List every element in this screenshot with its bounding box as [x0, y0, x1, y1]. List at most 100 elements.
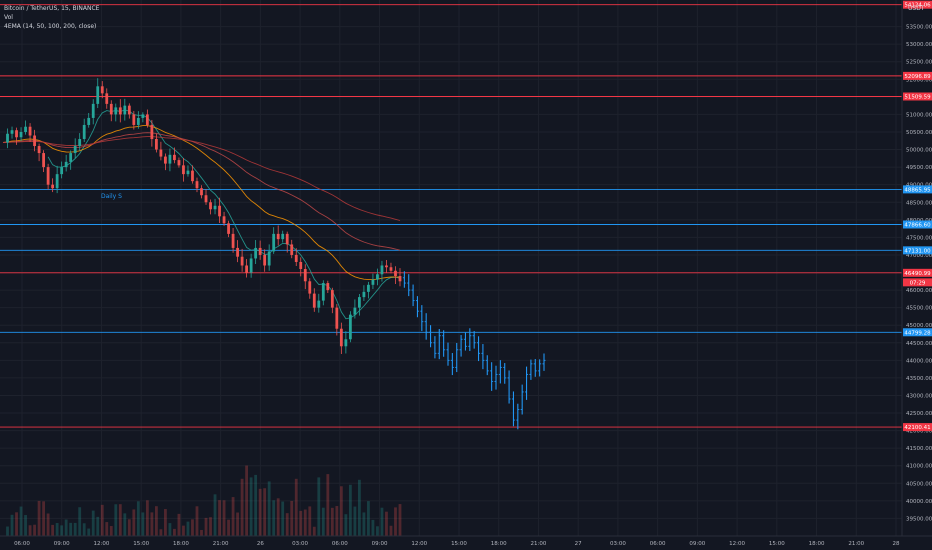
- volume-bar: [82, 523, 86, 536]
- volume-bar: [308, 506, 312, 536]
- ema-line-200: [2, 136, 401, 221]
- volume-bar: [159, 529, 163, 536]
- candle-body: [182, 165, 185, 175]
- candle-body: [263, 254, 267, 266]
- price-tick-label: 42000.00: [906, 429, 932, 435]
- candle-body: [33, 135, 36, 147]
- level-label-box: [903, 328, 932, 337]
- volume-bar: [19, 506, 23, 536]
- volume-bar: [87, 528, 91, 536]
- candle-body: [339, 328, 343, 347]
- level-label-box: [903, 268, 932, 277]
- candle-body: [100, 86, 104, 94]
- volume-bar: [100, 504, 104, 536]
- volume-bar: [254, 474, 258, 536]
- volume-bar: [209, 517, 212, 536]
- volume-bar: [191, 519, 194, 536]
- ema-line-100: [2, 132, 401, 251]
- current-price-label: 07:29: [910, 280, 926, 286]
- volume-bar: [154, 506, 158, 536]
- current-price-box: [903, 278, 932, 287]
- volume-bar: [294, 478, 298, 536]
- candle-body: [236, 247, 239, 257]
- time-tick-label: 21:00: [213, 541, 229, 547]
- candle-body: [123, 105, 127, 115]
- symbol-title[interactable]: Bitcoin / TetherUS, 15, BINANCE: [4, 5, 100, 12]
- volume-bar: [109, 526, 113, 536]
- candle-body: [348, 314, 352, 340]
- volume-bar: [344, 514, 348, 536]
- time-tick-label: 12:00: [729, 541, 745, 547]
- volume-bar: [218, 500, 221, 536]
- time-tick-label: 18:00: [173, 541, 189, 547]
- currency-label[interactable]: USDT: [908, 5, 925, 12]
- volume-bar: [186, 521, 190, 536]
- volume-bar: [145, 500, 149, 536]
- volume-bar: [118, 504, 122, 536]
- level-label: 48865.95: [904, 187, 931, 193]
- level-labels: 54124.06 52096.89 51509.59 48865.95 47866.60…: [903, 0, 932, 432]
- candle-body: [276, 233, 280, 240]
- volume-indicator-label[interactable]: Vol: [4, 14, 13, 21]
- candle-body: [154, 139, 158, 150]
- ema-indicator-label[interactable]: 4EMA (14, 50, 100, 200, close): [4, 23, 97, 30]
- volume-bar: [245, 465, 249, 536]
- candle-body: [389, 267, 393, 271]
- candle-body: [227, 223, 230, 234]
- level-label: 54124.06: [904, 3, 931, 9]
- volume-bar: [123, 513, 127, 536]
- candle-body: [114, 107, 118, 115]
- daily-support-annotation[interactable]: Daily S: [101, 193, 122, 200]
- time-axis-ticks: 06:00 09:00 12:00 15:00 18:00 21:00 26 03:00 06:…: [14, 541, 900, 547]
- price-tick-label: 49500.00: [906, 165, 932, 171]
- price-tick-label: 41500.00: [906, 446, 932, 452]
- volume-bar: [127, 519, 131, 536]
- volume-bar: [367, 501, 370, 536]
- volume-bar: [182, 525, 185, 536]
- volume-bar: [376, 526, 379, 536]
- candle-body: [105, 93, 109, 104]
- volume-bar: [105, 522, 109, 536]
- candle-body: [145, 114, 149, 125]
- candle-body: [109, 103, 113, 115]
- candle-body: [177, 160, 181, 166]
- candle-body: [299, 261, 303, 269]
- candle-body: [285, 233, 289, 245]
- volume-bar: [24, 515, 27, 536]
- level-label: 52096.89: [904, 74, 931, 80]
- candle-body: [82, 124, 86, 140]
- candle-body: [64, 161, 68, 168]
- volume-bar: [272, 500, 276, 536]
- volume-bar: [37, 500, 41, 536]
- volume-bar: [164, 509, 167, 536]
- volume-bar: [348, 484, 352, 536]
- time-axis[interactable]: [0, 536, 932, 550]
- candle-body: [281, 233, 285, 240]
- time-tick-label: 18:00: [491, 541, 507, 547]
- candle-body: [136, 117, 140, 125]
- candle-body: [385, 265, 388, 268]
- volume-bar: [312, 526, 316, 536]
- volume-bar: [398, 504, 402, 536]
- candles: [6, 78, 402, 355]
- time-tick-label: 09:00: [54, 541, 70, 547]
- volume-bar: [290, 500, 294, 536]
- price-tick-label: 53000.00: [906, 42, 932, 48]
- candle-body: [10, 130, 14, 134]
- candle-body: [60, 167, 64, 175]
- candle-body: [24, 126, 27, 132]
- volume-bar: [33, 524, 36, 536]
- level-label-box: [903, 92, 932, 101]
- price-tick-label: 50500.00: [906, 130, 932, 136]
- candle-body: [335, 307, 339, 329]
- price-tick-label: 44000.00: [906, 358, 932, 364]
- candle-body: [69, 153, 73, 162]
- price-tick-label: 43000.00: [906, 393, 932, 399]
- candle-body: [51, 184, 55, 189]
- volume-bar: [357, 479, 361, 536]
- volume-bar: [10, 514, 14, 536]
- horizontal-levels[interactable]: Daily S: [0, 4, 902, 428]
- candle-body: [150, 124, 154, 140]
